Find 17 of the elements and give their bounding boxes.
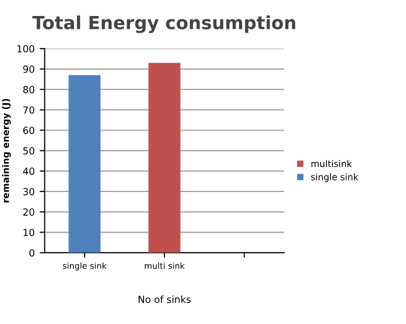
y-tick-label: 60: [23, 126, 34, 134]
y-tick-label: 70: [23, 106, 34, 114]
y-axis-title: remaining energy (J): [2, 98, 11, 202]
y-tick-label: 20: [23, 208, 34, 216]
y-tick-label: 100: [17, 45, 34, 52]
y-tick-label: 0: [29, 249, 34, 257]
y-tick-label: 10: [24, 228, 34, 236]
y-tick-label: 30: [23, 188, 34, 196]
y-tick-label: 50: [23, 147, 34, 154]
legend-label: single sink: [311, 173, 358, 182]
legend-label: multisink: [311, 160, 352, 168]
x-tick-label: multi sink: [144, 262, 185, 269]
y-tick-label: 90: [23, 65, 34, 73]
chart-title: Total Energy consumption: [32, 15, 296, 34]
x-axis-title: No of sinks: [138, 296, 191, 304]
y-tick-label: 40: [23, 168, 34, 175]
y-tick-label: 80: [23, 86, 34, 94]
